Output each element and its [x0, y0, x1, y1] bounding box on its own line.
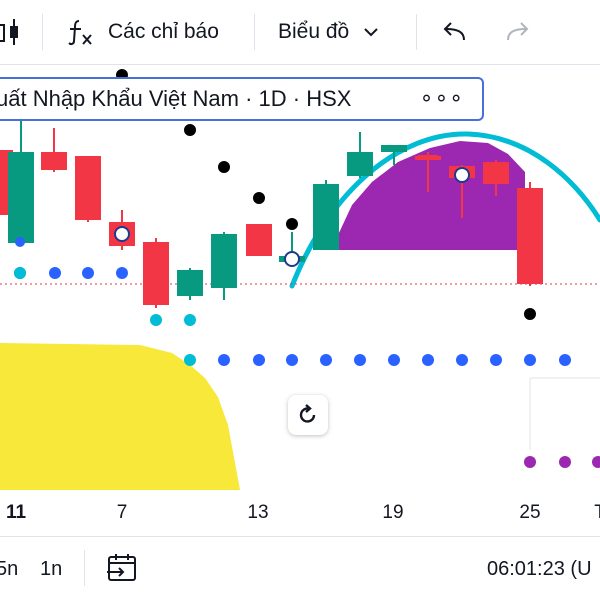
black-dot — [184, 124, 196, 136]
black-dot — [286, 218, 298, 230]
function-icon — [68, 20, 92, 46]
candle-body — [517, 188, 543, 284]
blue-dot — [559, 354, 571, 366]
bottom-bar — [0, 536, 600, 601]
cyan-dot — [14, 267, 26, 279]
range-5-button[interactable]: 5n — [0, 558, 19, 580]
undo-icon — [443, 22, 465, 41]
indicators-label: Các chỉ báo — [108, 20, 219, 43]
x-tick: 13 — [247, 502, 269, 523]
x-tick: 25 — [519, 502, 541, 523]
purple-dot — [524, 456, 536, 468]
black-dot — [253, 192, 265, 204]
candle-body — [41, 152, 67, 170]
indicators-button[interactable]: Các chỉ báo — [66, 0, 219, 64]
bottom-divider — [84, 550, 85, 586]
candle-body — [415, 156, 441, 160]
marker-dot — [454, 167, 470, 183]
marker-dot — [114, 226, 130, 242]
blue-dot — [524, 354, 536, 366]
candle-body — [75, 156, 101, 220]
cloud-area — [0, 343, 240, 490]
blue-dot — [218, 354, 230, 366]
toolbar-divider — [254, 14, 255, 50]
candle-body — [381, 145, 407, 152]
reset-chart-button[interactable] — [288, 395, 328, 435]
dots-group — [14, 69, 600, 468]
range-1-button[interactable]: 1n — [40, 558, 63, 580]
blue-dot — [490, 354, 502, 366]
blue-dot — [354, 354, 366, 366]
reset-icon — [299, 404, 316, 423]
black-dot — [218, 161, 230, 173]
redo-icon — [507, 22, 529, 41]
candle-body — [483, 162, 509, 184]
candle-body — [211, 234, 237, 288]
x-tick: 7 — [116, 502, 128, 523]
cyan-dot — [150, 314, 162, 326]
toolbar-divider — [42, 14, 43, 50]
purple-dot — [592, 456, 600, 468]
x-tick: 19 — [382, 502, 404, 523]
blue-dot — [320, 354, 332, 366]
purple-fill-area — [338, 141, 525, 250]
blue-dot — [456, 354, 468, 366]
calendar-goto-icon[interactable] — [106, 552, 138, 584]
marker-dot — [284, 251, 300, 267]
candle-body — [313, 184, 339, 250]
chart-type-button[interactable]: Biểu đồ — [278, 0, 381, 64]
time-axis[interactable] — [0, 490, 600, 536]
symbol-legend[interactable]: uất Nhập Khẩu Việt Nam · 1D · HSX ∘∘∘ — [0, 77, 484, 121]
chevron-down-icon — [364, 28, 378, 37]
chart-pane[interactable] — [0, 65, 600, 490]
candle-icon[interactable] — [0, 0, 24, 64]
blue-dot — [422, 354, 434, 366]
toolbar-divider — [416, 14, 417, 50]
chart-type-label: Biểu đồ — [278, 20, 350, 43]
top-toolbar: Các chỉ báo Biểu đồ — [0, 0, 600, 65]
candle-body — [246, 224, 272, 256]
undo-button[interactable] — [440, 0, 468, 64]
blue-dot — [15, 237, 25, 247]
blue-dot — [286, 354, 298, 366]
blue-dot — [253, 354, 265, 366]
purple-dot — [559, 456, 571, 468]
candles-group — [0, 120, 543, 308]
candle-body — [177, 270, 203, 296]
blue-dot — [82, 267, 94, 279]
candle-body — [143, 242, 169, 305]
symbol-title: uất Nhập Khẩu Việt Nam · 1D · HSX — [0, 86, 352, 111]
redo-button[interactable] — [504, 0, 532, 64]
cyan-dot — [184, 314, 196, 326]
candle-body — [347, 152, 373, 176]
more-options-icon[interactable]: ∘∘∘ — [419, 85, 464, 110]
clock-display[interactable]: 06:01:23 (U — [487, 558, 592, 580]
black-dot — [524, 308, 536, 320]
blue-dot — [116, 267, 128, 279]
cyan-dot — [184, 354, 196, 366]
x-tick: T — [594, 502, 600, 524]
blue-dot — [49, 267, 61, 279]
x-tick: 11 — [5, 502, 27, 523]
chart-canvas[interactable] — [0, 65, 600, 490]
candle-body — [8, 152, 34, 243]
blue-dot — [388, 354, 400, 366]
